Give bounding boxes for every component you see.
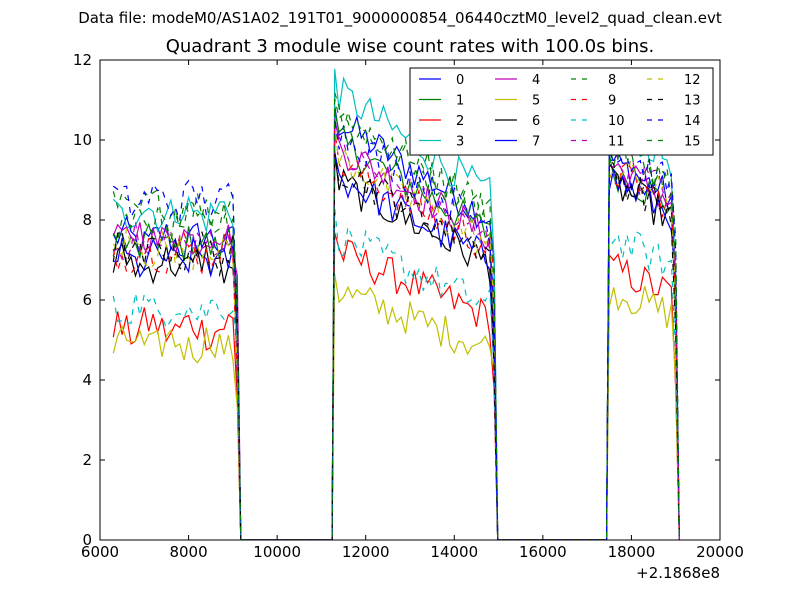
series-line-4 xyxy=(112,118,680,540)
y-tick-label: 2 xyxy=(82,451,92,469)
x-tick-label: 16000 xyxy=(519,543,567,561)
x-tick-label: 10000 xyxy=(253,543,301,561)
series-line-2 xyxy=(112,232,680,540)
legend-label-1: 1 xyxy=(456,94,464,109)
x-offset-label: +2.1868e8 xyxy=(636,564,720,582)
series-line-10 xyxy=(112,207,680,540)
y-tick-label: 8 xyxy=(82,211,92,229)
series-line-8 xyxy=(112,98,680,540)
legend-label-14: 14 xyxy=(684,114,701,129)
series-line-15 xyxy=(112,92,680,540)
series-line-14 xyxy=(112,118,680,540)
legend-label-2: 2 xyxy=(456,114,464,129)
x-tick-label: 18000 xyxy=(608,543,656,561)
legend-label-10: 10 xyxy=(608,114,625,129)
legend-label-3: 3 xyxy=(456,135,464,150)
series-line-13 xyxy=(112,153,680,540)
series-line-9 xyxy=(112,129,680,540)
legend-label-11: 11 xyxy=(608,135,625,150)
legend-label-6: 6 xyxy=(532,114,540,129)
series-line-6 xyxy=(112,150,680,540)
figure-suptitle: Data file: modeM0/AS1A02_191T01_90000008… xyxy=(78,9,722,27)
legend-label-13: 13 xyxy=(684,94,701,109)
x-tick-label: 20000 xyxy=(696,543,744,561)
legend-label-7: 7 xyxy=(532,135,540,150)
legend-label-0: 0 xyxy=(456,73,464,88)
legend-label-8: 8 xyxy=(608,73,616,88)
legend-label-9: 9 xyxy=(608,94,616,109)
y-tick-label: 10 xyxy=(73,131,92,149)
legend-label-15: 15 xyxy=(684,135,701,150)
legend-label-5: 5 xyxy=(532,94,540,109)
series-line-12 xyxy=(112,125,680,540)
x-tick-label: 14000 xyxy=(430,543,478,561)
y-tick-label: 0 xyxy=(82,531,92,549)
x-tick-label: 8000 xyxy=(169,543,207,561)
y-tick-label: 12 xyxy=(73,51,92,69)
chart-title: Quadrant 3 module wise count rates with … xyxy=(165,36,655,57)
legend-label-12: 12 xyxy=(684,73,701,88)
series-line-0 xyxy=(112,105,680,540)
series-line-5 xyxy=(112,273,680,540)
y-tick-label: 6 xyxy=(82,291,92,309)
y-tick-label: 4 xyxy=(82,371,92,389)
x-tick-label: 6000 xyxy=(81,543,119,561)
legend-label-4: 4 xyxy=(532,73,540,88)
x-tick-label: 12000 xyxy=(342,543,390,561)
